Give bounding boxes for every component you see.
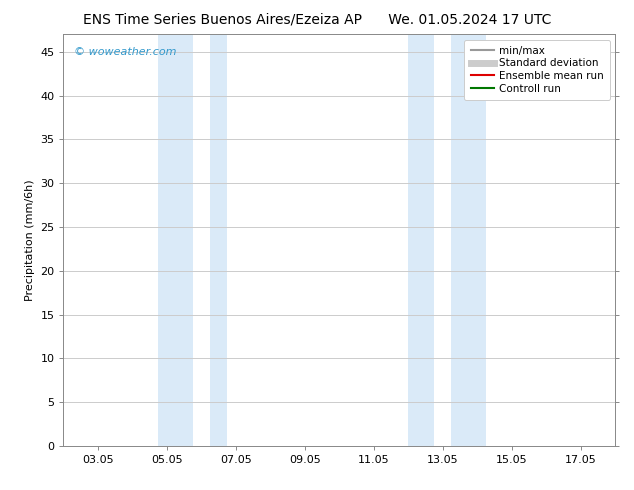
Bar (451, 34, 486, 446)
Legend: min/max, Standard deviation, Ensemble mean run, Controll run: min/max, Standard deviation, Ensemble me… (464, 40, 610, 100)
Bar (408, 34, 434, 446)
Text: ENS Time Series Buenos Aires/Ezeiza AP      We. 01.05.2024 17 UTC: ENS Time Series Buenos Aires/Ezeiza AP W… (83, 12, 551, 26)
Bar (158, 34, 193, 446)
Bar (210, 34, 227, 446)
Text: © woweather.com: © woweather.com (74, 47, 177, 57)
Y-axis label: Precipitation (mm/6h): Precipitation (mm/6h) (25, 179, 35, 301)
